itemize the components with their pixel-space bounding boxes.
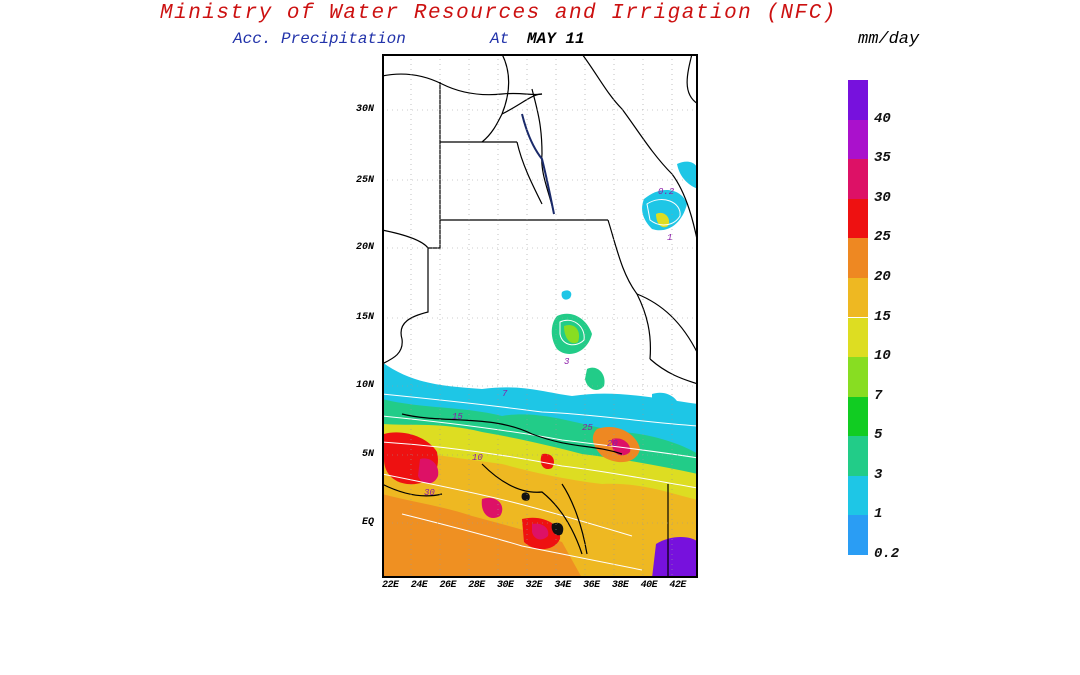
legend-label: 0.2 [874,546,900,562]
legend-label: 1 [874,506,883,523]
lakes [521,492,564,536]
contour-label: 20 [607,439,618,449]
legend-label: 35 [874,150,891,167]
precipitation-field [382,161,698,578]
lon-label-22e: 22E [382,580,399,591]
legend-label: 7 [874,387,883,404]
map-frame [382,54,698,578]
precipitation-map: 0.2 1 3 7 10 15 20 25 30 [382,54,698,578]
legend-swatch [848,238,868,278]
lon-label-30e: 30E [496,580,514,591]
lon-label-34e: 34E [554,580,571,591]
legend-swatch [848,159,868,199]
at-label: At [490,30,510,48]
contour-label: 25 [582,423,593,433]
legend-label: 10 [874,348,891,365]
lat-label-20n: 20N [355,242,374,253]
lat-label-30n: 30N [355,104,374,115]
contour-label: 7 [502,389,508,399]
contour-lines [382,199,698,571]
legend-label: 30 [874,189,891,206]
date-label: MAY 11 [527,30,585,48]
lon-label-24e: 24E [410,580,428,591]
contour-value-labels: 0.2 1 3 7 10 15 20 25 30 [424,187,675,498]
legend-label: 15 [874,308,891,325]
lat-label-eq: EQ [361,517,374,528]
legend-swatch [848,317,868,358]
lon-label-32e: 32E [525,580,543,591]
contour-label: 1 [667,233,672,243]
contour-label: 3 [564,357,570,367]
contour-label: 0.2 [658,187,675,197]
legend-swatch [848,119,868,160]
legend-label: 3 [874,466,883,483]
contour-label: 30 [424,488,435,498]
legend-label: 25 [874,229,891,246]
product-label: Acc. Precipitation [233,30,406,48]
lon-label-40e: 40E [640,580,658,591]
legend-swatch [848,357,868,397]
longitude-axis: 22E 24E 26E 28E 30E 32E 34E 36E 38E 40E … [382,580,698,591]
lon-label-28e: 28E [468,580,485,591]
legend-swatch [848,475,868,516]
lat-label-5n: 5N [361,449,374,460]
lon-label-38e: 38E [611,580,629,591]
contour-label: 10 [472,453,483,463]
legend-label: 5 [874,427,883,444]
lat-label-15n: 15N [355,312,374,323]
legend-swatch [848,277,868,318]
lat-label-10n: 10N [355,380,374,391]
lon-label-26e: 26E [439,580,456,591]
legend-label: 20 [874,268,891,285]
legend-swatch [848,515,868,555]
lon-label-42e: 42E [669,580,686,591]
units-label: mm/day [858,30,920,49]
contour-label: 15 [452,412,463,422]
legend-label: 40 [874,110,891,127]
legend-swatch [848,396,868,437]
legend-swatch [848,198,868,239]
lat-label-25n: 25N [355,175,374,186]
map-title: Ministry of Water Resources and Irrigati… [160,2,837,25]
color-legend [848,80,868,555]
legend-swatch [848,436,868,476]
legend-swatch [848,80,868,120]
nile-river [521,113,555,215]
lon-label-36e: 36E [583,580,600,591]
